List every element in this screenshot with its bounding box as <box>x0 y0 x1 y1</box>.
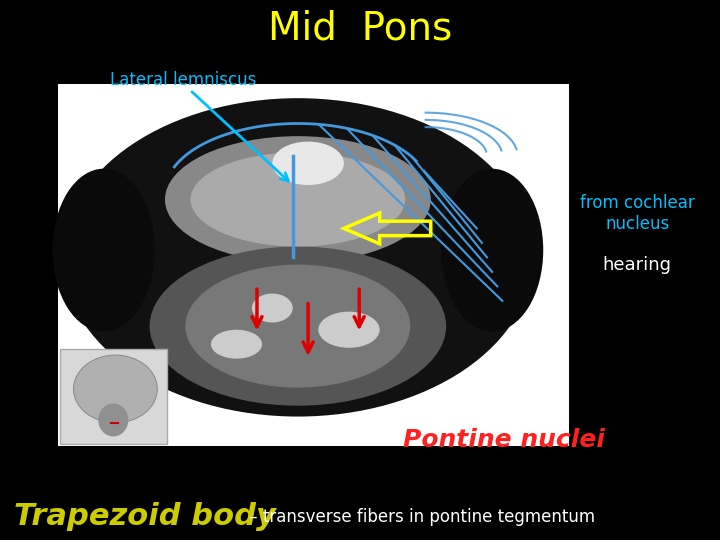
Ellipse shape <box>53 168 155 332</box>
Ellipse shape <box>63 98 533 416</box>
Ellipse shape <box>272 141 344 185</box>
Ellipse shape <box>191 152 405 246</box>
Ellipse shape <box>441 168 544 332</box>
Ellipse shape <box>318 312 379 348</box>
Ellipse shape <box>185 265 410 388</box>
Ellipse shape <box>211 330 262 359</box>
Ellipse shape <box>165 136 431 263</box>
Bar <box>58 84 569 445</box>
Text: Lateral lemniscus: Lateral lemniscus <box>110 71 256 89</box>
Text: Mid  Pons: Mid Pons <box>268 10 452 48</box>
Ellipse shape <box>252 294 293 322</box>
Ellipse shape <box>98 403 128 436</box>
Text: Trapezoid body: Trapezoid body <box>14 502 276 531</box>
Bar <box>60 349 167 443</box>
Text: – transverse fibers in pontine tegmentum: – transverse fibers in pontine tegmentum <box>244 508 595 526</box>
Ellipse shape <box>150 246 446 406</box>
Ellipse shape <box>73 355 157 423</box>
Text: Pontine nuclei: Pontine nuclei <box>403 428 605 452</box>
Text: from cochlear
nucleus: from cochlear nucleus <box>580 194 695 233</box>
Text: hearing: hearing <box>603 255 672 274</box>
